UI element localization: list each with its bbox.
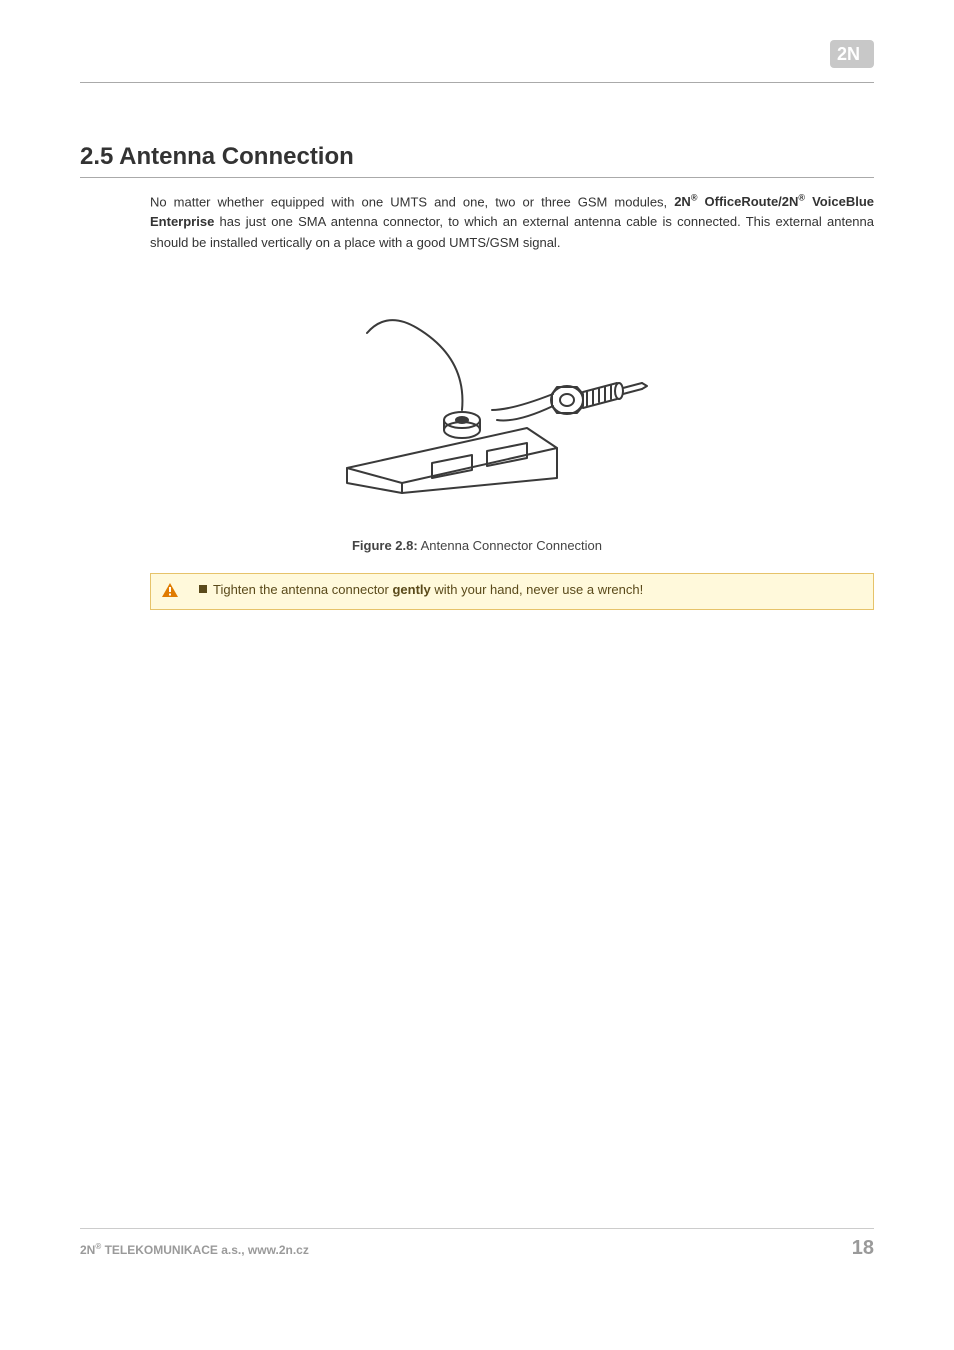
brand-logo: 2N	[830, 40, 874, 73]
body-paragraph: No matter whether equipped with one UMTS…	[150, 192, 874, 253]
footer-page-number: 18	[852, 1237, 874, 1260]
caution-text-part: with your hand, never use a wrench!	[431, 582, 643, 597]
body-text-bold: 2N	[674, 194, 691, 209]
caution-text-part: Tighten the antenna connector	[213, 582, 392, 597]
footer-company: 2N® TELEKOMUNIKACE a.s., www.2n.cz	[80, 1242, 309, 1257]
section-title: 2.5 Antenna Connection	[80, 143, 874, 171]
body-text-part: has just one SMA antenna connector, to w…	[150, 214, 874, 249]
caution-text-bold: gently	[392, 582, 430, 597]
svg-text:2N: 2N	[837, 44, 860, 64]
caution-text: Tighten the antenna connector gently wit…	[199, 580, 643, 600]
title-divider	[80, 177, 874, 178]
header-divider	[80, 82, 874, 83]
body-text-part: No matter whether equipped with one UMTS…	[150, 194, 674, 209]
body-text-bold: OfficeRoute/2N	[697, 194, 798, 209]
page-footer: 2N® TELEKOMUNIKACE a.s., www.2n.cz 18	[80, 1228, 874, 1260]
figure-antenna-connector	[80, 288, 874, 513]
footer-text-part: TELEKOMUNIKACE a.s., www.2n.cz	[101, 1243, 309, 1257]
bullet-icon	[199, 585, 207, 593]
warning-icon	[161, 582, 179, 603]
figure-caption: Figure 2.8: Antenna Connector Connection	[80, 538, 874, 553]
figure-caption-text: Antenna Connector Connection	[418, 538, 602, 553]
footer-text-part: 2N	[80, 1243, 95, 1257]
caution-callout: Tighten the antenna connector gently wit…	[150, 573, 874, 610]
figure-caption-label: Figure 2.8:	[352, 538, 418, 553]
